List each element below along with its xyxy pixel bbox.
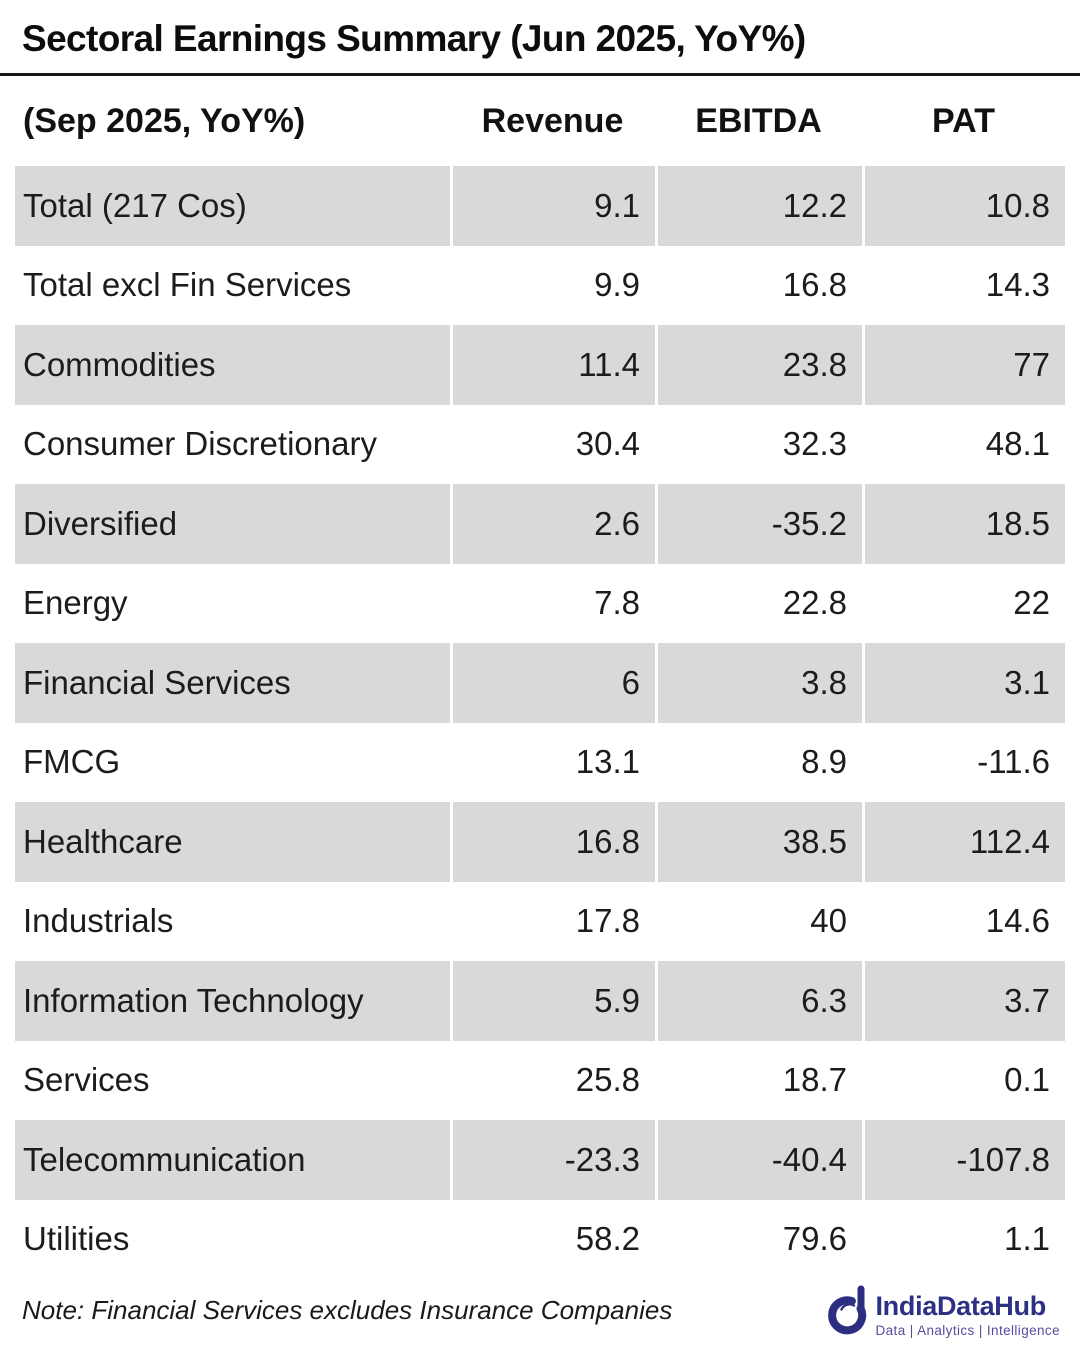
header-pat: PAT bbox=[932, 101, 995, 140]
revenue-value: 9.9 bbox=[450, 245, 655, 325]
pat-value: 0.1 bbox=[862, 1040, 1065, 1120]
pat-value: 10.8 bbox=[862, 166, 1065, 246]
revenue-value: 17.8 bbox=[450, 881, 655, 961]
sector-label: Diversified bbox=[15, 484, 450, 564]
pat-value: -107.8 bbox=[862, 1120, 1065, 1200]
infographic-page: Sectoral Earnings Summary (Jun 2025, YoY… bbox=[0, 18, 1080, 1338]
pat-value: 3.1 bbox=[862, 643, 1065, 723]
revenue-value: 2.6 bbox=[450, 484, 655, 564]
pat-value: 77 bbox=[862, 325, 1065, 405]
table-row: Energy 7.8 22.8 22 bbox=[15, 563, 1065, 643]
header-revenue: Revenue bbox=[481, 101, 624, 140]
sector-label: FMCG bbox=[23, 743, 121, 781]
header-period-label: (Sep 2025, YoY%) bbox=[23, 101, 306, 140]
table-header-row: (Sep 2025, YoY%) Revenue EBITDA PAT bbox=[15, 76, 1065, 166]
sector-label: Total excl Fin Services bbox=[23, 266, 352, 304]
footnote: Note: Financial Services excludes Insura… bbox=[22, 1295, 673, 1325]
ebitda-value: -35.2 bbox=[655, 484, 862, 564]
ebitda-value: 3.8 bbox=[655, 643, 862, 723]
sector-label: Financial Services bbox=[15, 643, 450, 723]
title-divider bbox=[0, 73, 1080, 76]
revenue-value: 11.4 bbox=[450, 325, 655, 405]
revenue-value: -23.3 bbox=[450, 1120, 655, 1200]
sector-label: Services bbox=[23, 1061, 150, 1099]
brand-tagline: Data | Analytics | Intelligence bbox=[875, 1323, 1060, 1338]
table-row: Services 25.8 18.7 0.1 bbox=[15, 1040, 1065, 1120]
sector-label: Energy bbox=[23, 584, 128, 622]
revenue-value: 58.2 bbox=[450, 1199, 655, 1279]
pat-value: 14.6 bbox=[862, 881, 1065, 961]
ebitda-value: 6.3 bbox=[655, 961, 862, 1041]
ebitda-value: 16.8 bbox=[655, 245, 862, 325]
brand-logo: IndiaDataHub Data | Analytics | Intellig… bbox=[828, 1283, 1060, 1338]
sector-label: Consumer Discretionary bbox=[23, 425, 377, 463]
pat-value: -11.6 bbox=[862, 722, 1065, 802]
revenue-value: 6 bbox=[450, 643, 655, 723]
pat-value: 22 bbox=[862, 563, 1065, 643]
revenue-value: 16.8 bbox=[450, 802, 655, 882]
sector-label: Utilities bbox=[23, 1220, 130, 1258]
page-title: Sectoral Earnings Summary (Jun 2025, YoY… bbox=[22, 18, 806, 59]
table-row: Total excl Fin Services 9.9 16.8 14.3 bbox=[15, 245, 1065, 325]
revenue-value: 13.1 bbox=[450, 722, 655, 802]
pat-value: 3.7 bbox=[862, 961, 1065, 1041]
revenue-value: 7.8 bbox=[450, 563, 655, 643]
table-row: Industrials 17.8 40 14.6 bbox=[15, 881, 1065, 961]
page-footer: Note: Financial Services excludes Insura… bbox=[0, 1278, 1080, 1350]
pat-value: 1.1 bbox=[862, 1199, 1065, 1279]
sector-label: Commodities bbox=[15, 325, 450, 405]
table-row: Diversified 2.6 -35.2 18.5 bbox=[15, 484, 1065, 564]
ebitda-value: 18.7 bbox=[655, 1040, 862, 1120]
ebitda-value: 8.9 bbox=[655, 722, 862, 802]
table-row: Commodities 11.4 23.8 77 bbox=[15, 325, 1065, 405]
brand-text-block: IndiaDataHub Data | Analytics | Intellig… bbox=[875, 1283, 1060, 1338]
revenue-value: 25.8 bbox=[450, 1040, 655, 1120]
revenue-value: 30.4 bbox=[450, 404, 655, 484]
revenue-value: 9.1 bbox=[450, 166, 655, 246]
brand-name: IndiaDataHub bbox=[875, 1291, 1046, 1321]
sector-label: Healthcare bbox=[15, 802, 450, 882]
table-row: Healthcare 16.8 38.5 112.4 bbox=[15, 802, 1065, 882]
ebitda-value: 79.6 bbox=[655, 1199, 862, 1279]
ebitda-value: 32.3 bbox=[655, 404, 862, 484]
table-row: Telecommunication -23.3 -40.4 -107.8 bbox=[15, 1120, 1065, 1200]
ebitda-value: 23.8 bbox=[655, 325, 862, 405]
table-row: Total (217 Cos) 9.1 12.2 10.8 bbox=[15, 166, 1065, 246]
sectoral-earnings-table: (Sep 2025, YoY%) Revenue EBITDA PAT Tota… bbox=[15, 76, 1065, 1279]
table-row: FMCG 13.1 8.9 -11.6 bbox=[15, 722, 1065, 802]
table-row: Information Technology 5.9 6.3 3.7 bbox=[15, 961, 1065, 1041]
ebitda-value: 12.2 bbox=[655, 166, 862, 246]
table-row: Financial Services 6 3.8 3.1 bbox=[15, 643, 1065, 723]
header-ebitda: EBITDA bbox=[695, 101, 822, 140]
ebitda-value: -40.4 bbox=[655, 1120, 862, 1200]
indiadatahub-logo-icon bbox=[828, 1285, 867, 1335]
ebitda-value: 40 bbox=[655, 881, 862, 961]
pat-value: 112.4 bbox=[862, 802, 1065, 882]
table-row: Utilities 58.2 79.6 1.1 bbox=[15, 1199, 1065, 1279]
sector-label: Information Technology bbox=[15, 961, 450, 1041]
pat-value: 14.3 bbox=[862, 245, 1065, 325]
pat-value: 18.5 bbox=[862, 484, 1065, 564]
sector-label: Total (217 Cos) bbox=[15, 166, 450, 246]
sector-label: Telecommunication bbox=[15, 1120, 450, 1200]
table-row: Consumer Discretionary 30.4 32.3 48.1 bbox=[15, 404, 1065, 484]
sector-label: Industrials bbox=[23, 902, 174, 940]
revenue-value: 5.9 bbox=[450, 961, 655, 1041]
ebitda-value: 22.8 bbox=[655, 563, 862, 643]
ebitda-value: 38.5 bbox=[655, 802, 862, 882]
pat-value: 48.1 bbox=[862, 404, 1065, 484]
